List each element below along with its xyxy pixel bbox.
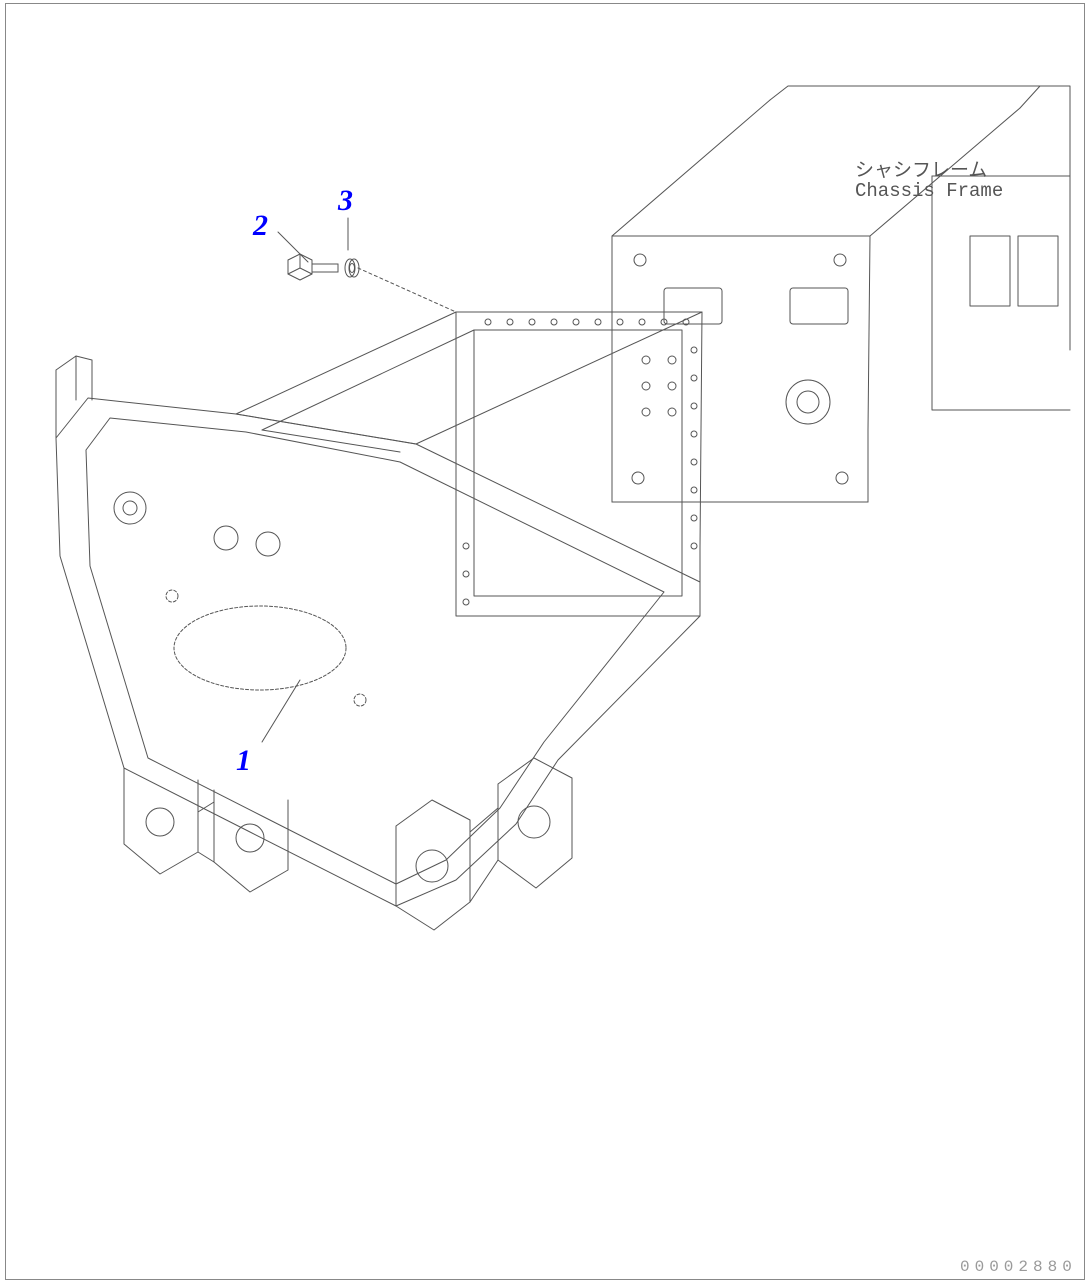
document-number: 00002880: [960, 1258, 1077, 1276]
washer-part: [345, 259, 359, 277]
chassis-label-jp: シャシフレーム: [855, 155, 987, 182]
callout-2: 2: [253, 209, 268, 243]
page: 1 2 3 シャシフレーム Chassis Frame 00002880: [0, 0, 1090, 1287]
bolt-part: [288, 254, 338, 280]
callout-1: 1: [236, 744, 251, 778]
chassis-label-en: Chassis Frame: [855, 180, 1003, 202]
chassis-frame-part: [612, 86, 1070, 502]
callout-3: 3: [338, 184, 353, 218]
main-frame-part: [56, 312, 702, 930]
leader-lines: [262, 218, 348, 742]
